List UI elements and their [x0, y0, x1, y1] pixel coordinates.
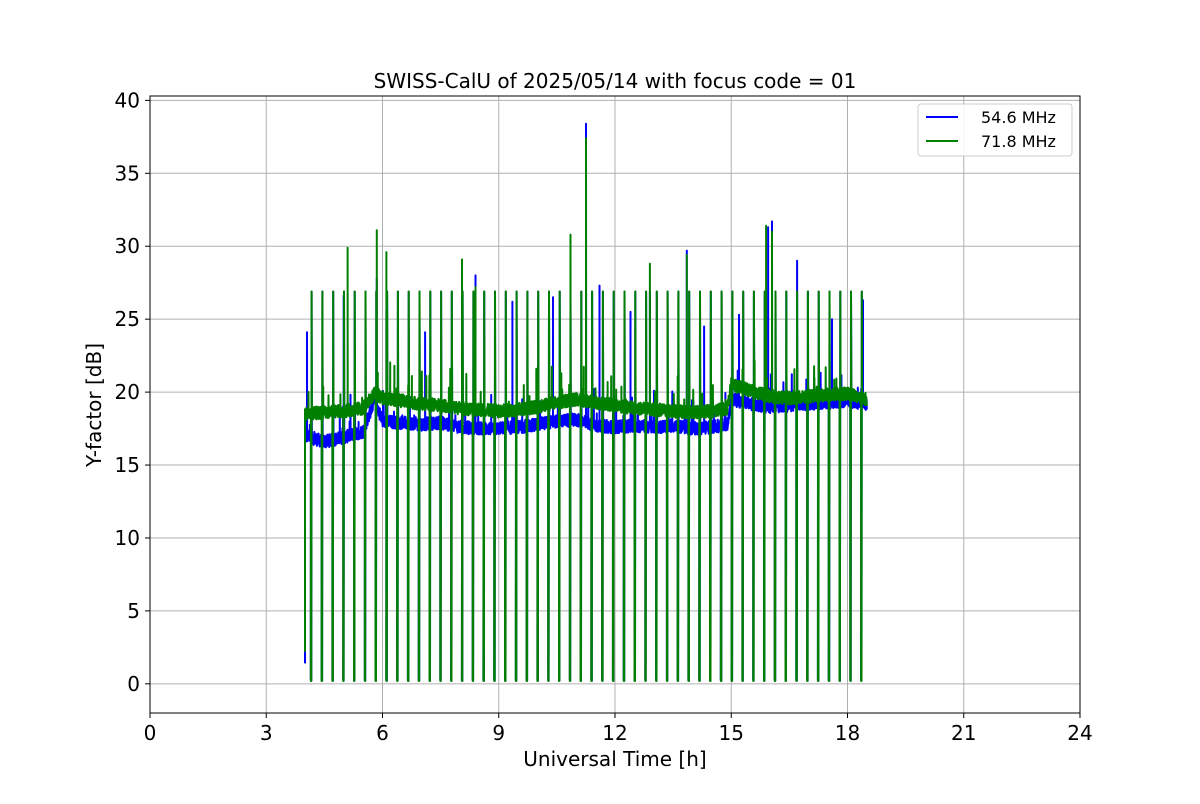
y-tick-label: 35 [115, 161, 140, 185]
x-axis-label: Universal Time [h] [523, 747, 706, 771]
y-tick-label: 25 [115, 307, 140, 331]
x-tick-label: 21 [951, 721, 976, 745]
y-axis-label: Y-factor [dB] [82, 343, 106, 468]
x-tick-label: 24 [1067, 721, 1092, 745]
series-line-71-8-mhz [304, 137, 868, 682]
x-tick-label: 3 [260, 721, 273, 745]
legend-label-71-8-mhz: 71.8 MHz [981, 132, 1056, 151]
x-tick-label: 9 [492, 721, 505, 745]
legend: 54.6 MHz 71.8 MHz [917, 103, 1073, 157]
y-tick-label: 5 [127, 599, 140, 623]
y-tick-label: 10 [115, 526, 140, 550]
x-tick-label: 15 [719, 721, 744, 745]
y-tick-label: 20 [115, 380, 140, 404]
y-tick-label: 30 [115, 234, 140, 258]
x-tick-label: 18 [835, 721, 860, 745]
x-axis-ticks: 0 3 6 9 12 15 18 21 24 [144, 713, 1093, 745]
y-tick-label: 0 [127, 672, 140, 696]
x-tick-label: 6 [376, 721, 389, 745]
y-axis-ticks: 0 5 10 15 20 25 30 35 40 [115, 88, 150, 696]
y-tick-label: 40 [115, 88, 140, 112]
y-tick-label: 15 [115, 453, 140, 477]
x-tick-label: 12 [602, 721, 627, 745]
legend-label-54-6-mhz: 54.6 MHz [981, 108, 1056, 127]
x-tick-label: 0 [144, 721, 157, 745]
series-lines [304, 122, 868, 682]
chart-title: SWISS-CalU of 2025/05/14 with focus code… [374, 69, 857, 93]
